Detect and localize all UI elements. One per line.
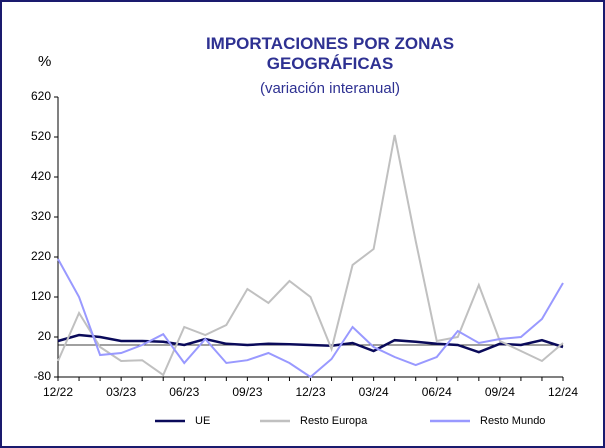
series-line	[57, 258, 564, 379]
chart-subtitle: (variación interanual)	[259, 80, 401, 97]
y-tick-label: 20	[38, 329, 52, 343]
x-tick-label: 12/23	[295, 385, 325, 399]
series-line	[57, 333, 564, 354]
x-tick-label: 03/24	[359, 385, 389, 399]
y-tick-label: 520	[31, 129, 51, 143]
legend-label: Resto Europa	[300, 415, 368, 427]
y-tick-label: 420	[31, 169, 51, 183]
y-tick-label: 620	[31, 89, 51, 103]
y-tick-label: 220	[31, 249, 51, 263]
x-tick-label: 03/23	[106, 385, 136, 399]
x-tick-label: 06/23	[169, 385, 199, 399]
y-tick-label: 320	[31, 209, 51, 223]
x-tick-label: 12/24	[548, 385, 578, 399]
x-tick-label: 06/24	[422, 385, 452, 399]
series-line	[57, 134, 564, 377]
legend-label: Resto Mundo	[480, 415, 545, 427]
x-tick-label: 12/22	[43, 385, 73, 399]
y-tick-label: 120	[31, 289, 51, 303]
x-tick-label: 09/24	[485, 385, 515, 399]
y-tick-label: -80	[34, 369, 52, 383]
x-tick-label: 09/23	[232, 385, 262, 399]
chart-title: IMPORTACIONES POR ZONAS GEOGRÁFICAS	[205, 34, 455, 73]
y-axis-label: %	[38, 53, 51, 70]
legend-label: UE	[195, 415, 210, 427]
